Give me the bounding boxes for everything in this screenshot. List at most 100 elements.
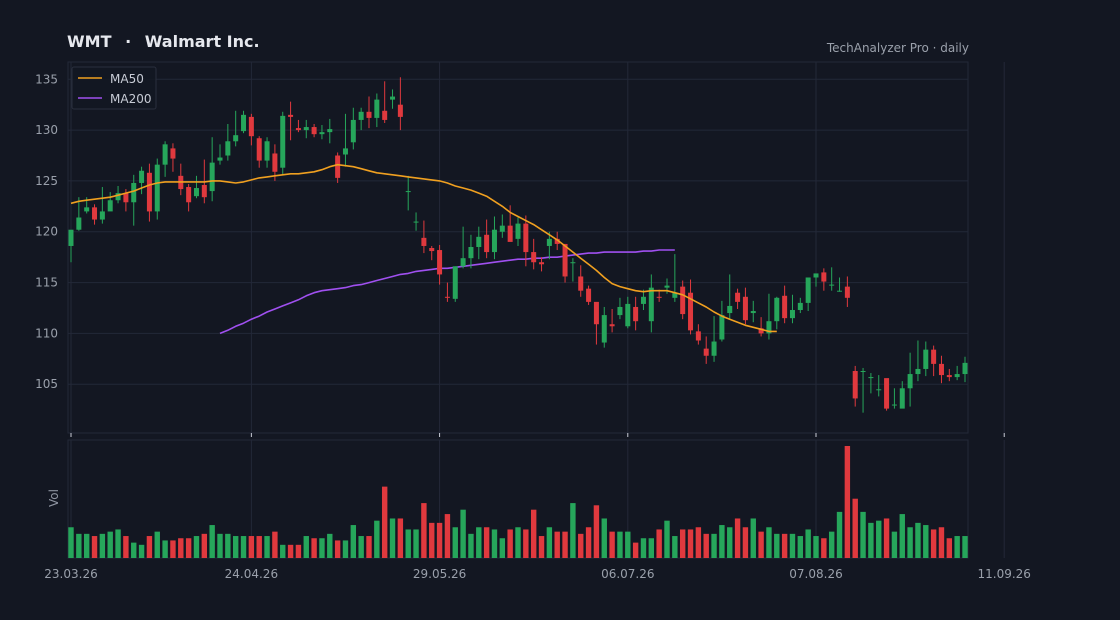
volume-bar [429,522,435,558]
volume-bar [570,503,576,558]
candle-body [201,184,207,198]
candle-body [829,284,835,286]
candle-body [852,370,858,399]
volume-bar [578,533,584,558]
volume-bar [342,540,349,558]
volume-bar [413,529,419,558]
volume-bar [648,538,655,558]
candle-body [146,172,152,212]
volume-bar [460,509,466,558]
volume-bar [178,538,184,558]
volume-bar [217,533,223,558]
volume-bar [476,527,482,558]
volume-bar [711,533,717,558]
candle-body [280,115,286,168]
candle-body [499,225,505,232]
volume-bar [758,531,764,558]
candle-body [640,296,646,304]
candle-body [233,135,239,142]
candle-body [766,321,772,334]
volume-bar [554,531,560,558]
x-tick-label: 23.03.26 [44,567,97,581]
candle-body [311,127,317,135]
volume-bar [781,533,788,558]
candle-body [193,188,199,197]
candle-body [264,141,270,161]
volume-bar [444,514,451,558]
x-tick-label: 24.04.26 [225,567,278,581]
volume-bar [593,505,600,558]
volume-bar [99,533,106,558]
volume-bar [232,536,239,558]
candle-body [899,388,905,409]
volume-bar [813,536,819,558]
candle-body [931,349,937,364]
y-tick-label: 120 [35,225,58,239]
volume-bar [256,536,262,558]
volume-bar [530,509,537,558]
volume-bar [664,520,670,558]
volume-bar [523,529,529,558]
candle-body [92,207,98,220]
candle-body [405,191,411,193]
volume-bar [876,520,882,558]
candle-body [484,234,490,253]
candle-body [123,193,129,203]
candle-body [531,252,537,263]
volume-bar [742,527,749,558]
volume-bar [358,536,364,558]
y-tick-label: 105 [35,377,58,391]
volume-bar [421,503,427,558]
volume-bar [436,522,443,558]
volume-bar [844,446,851,558]
volume-bar [240,536,247,558]
volume-bar [868,522,874,558]
volume-bar [311,538,317,558]
candle-body [844,286,850,298]
candle-body [954,374,960,378]
candle-body [99,211,105,220]
volume-bar [719,525,725,558]
volume-bar [91,536,98,558]
volume-bar [609,531,615,558]
candle-body [115,193,121,201]
volume-bar [327,533,333,558]
volume-bar [107,531,113,558]
volume-bar [389,518,396,558]
volume-bar [201,533,208,558]
candle-body [539,262,545,265]
volume-bar [225,533,231,558]
candle-body [131,182,137,203]
candle-body [821,272,827,282]
volume-bar [397,518,404,558]
volume-bar [405,529,411,558]
volume-bar [860,511,866,558]
candle-body [774,297,780,322]
y-tick-label: 135 [35,72,58,86]
volume-bar [170,540,176,558]
candle-body [962,362,968,375]
candle-body [656,296,662,298]
volume-bar [836,511,843,558]
candle-body [342,148,348,155]
candle-body [468,246,474,259]
candle-body [891,404,897,406]
candle-layer [68,77,968,413]
volume-bar [899,514,905,558]
candle-body [884,378,890,409]
candle-body [813,273,819,278]
candle-body [625,303,631,327]
volume-bar [193,536,200,558]
chart-title: WMT · Walmart Inc. [67,32,260,51]
candle-body [350,119,356,143]
candle-body [554,238,560,244]
candle-body [758,328,764,334]
candle-body [225,141,231,156]
volume-bar [334,540,341,558]
candle-body [491,229,497,253]
candle-body [186,187,192,203]
candle-body [586,288,592,302]
volume-bar [625,531,631,558]
volume-bar [76,533,82,558]
candle-body [84,207,90,212]
